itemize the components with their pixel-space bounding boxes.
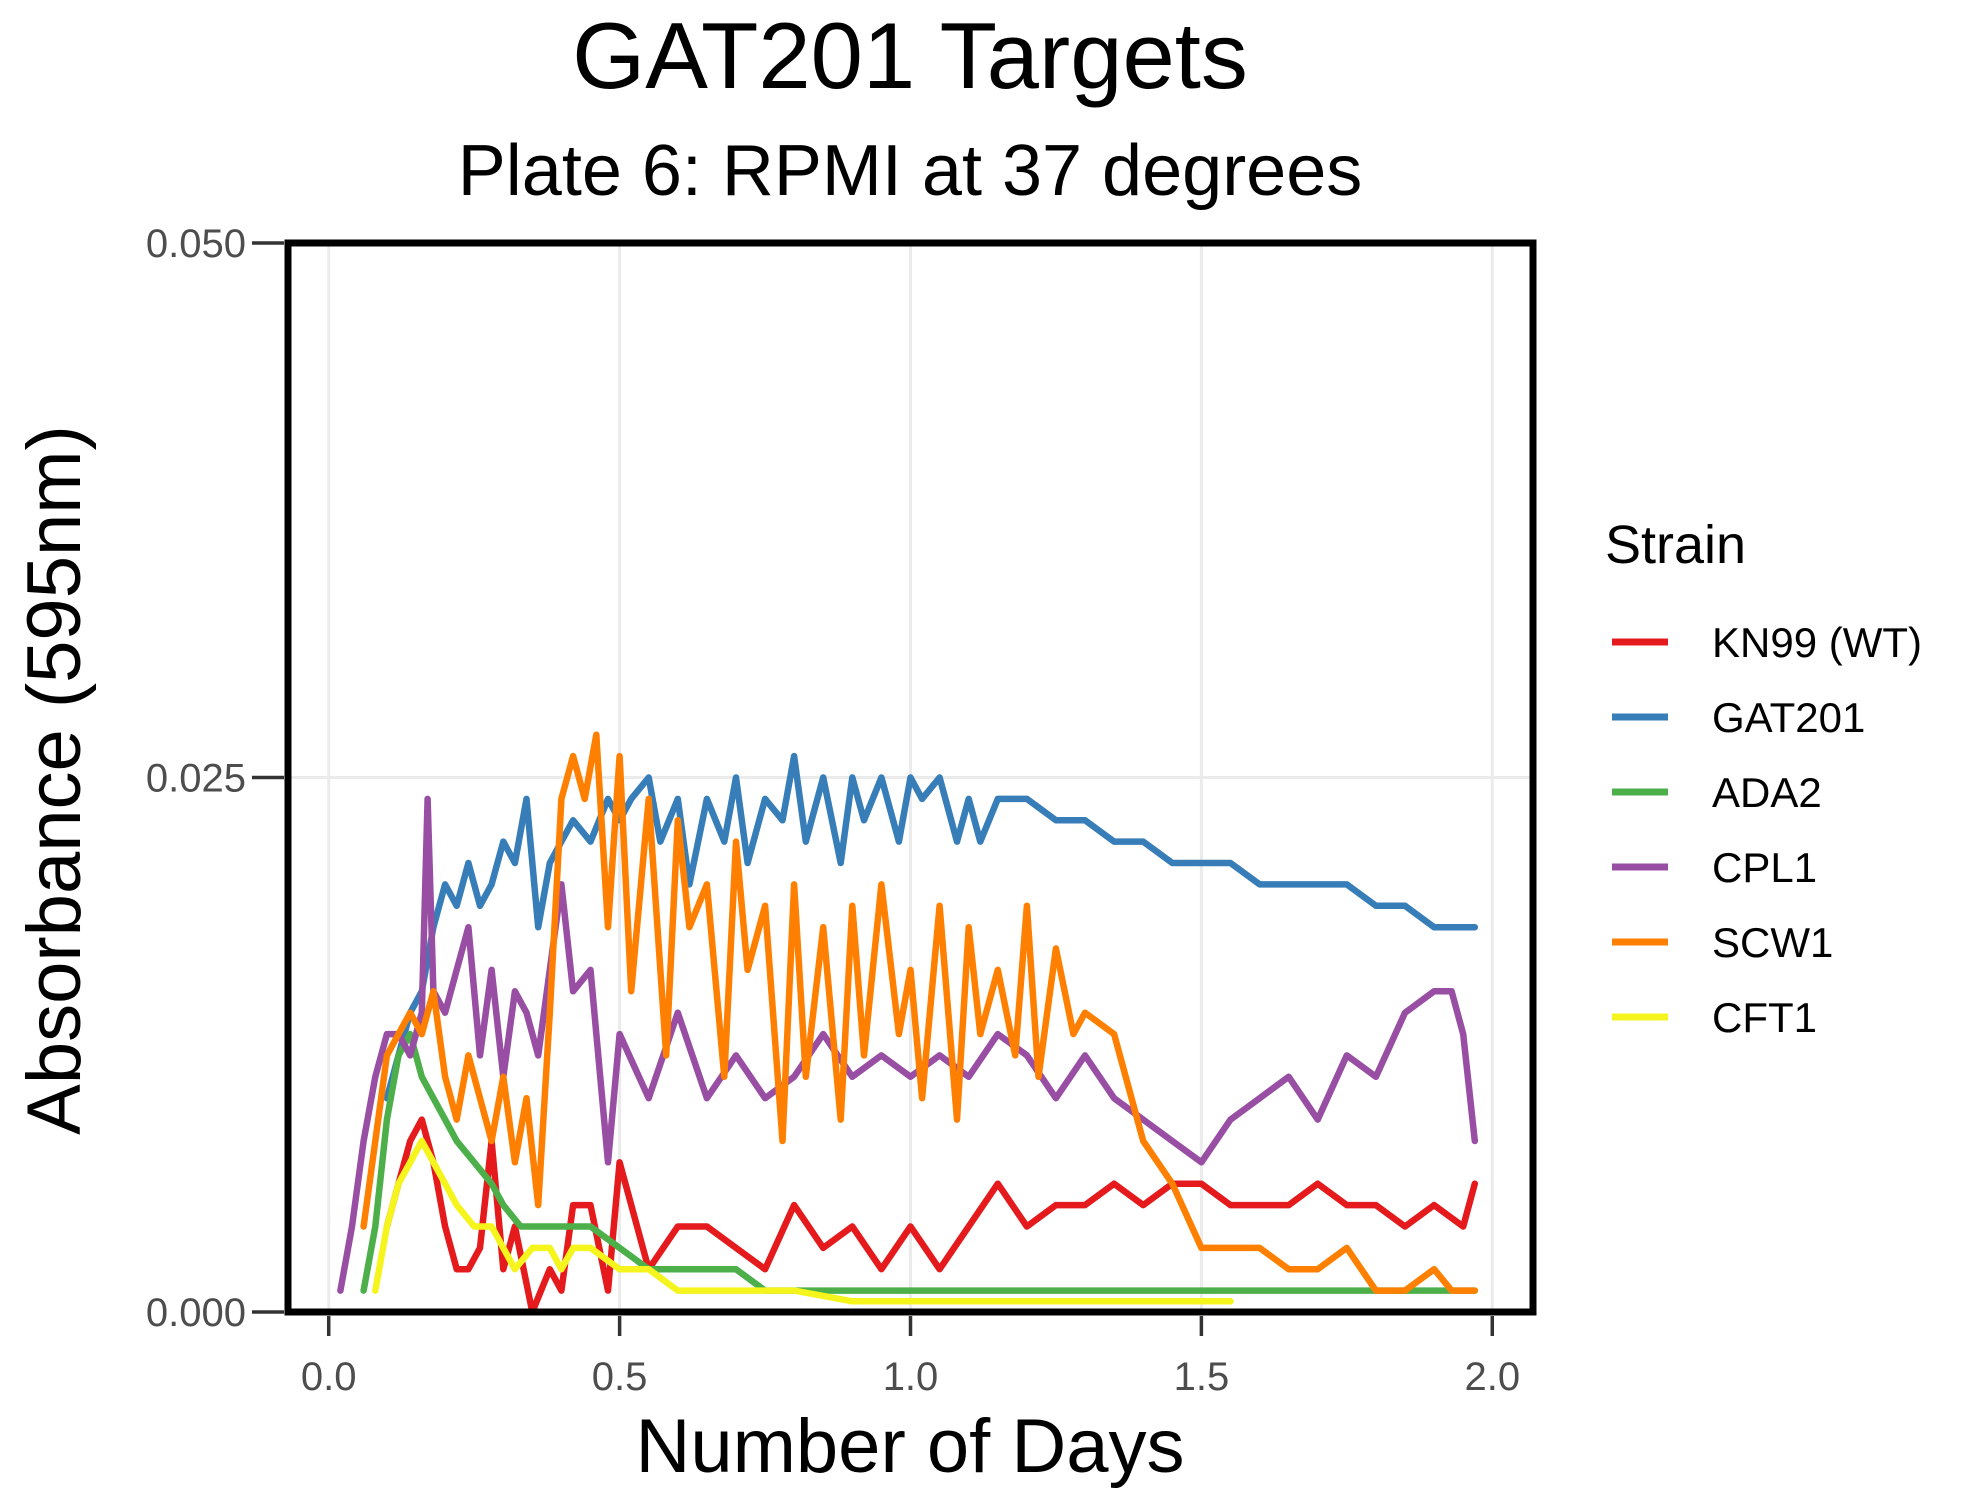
- series-line-kn99-wt: [383, 1116, 1479, 1316]
- legend-label: GAT201: [1712, 694, 1865, 741]
- y-tick-label: 0.025: [146, 757, 246, 801]
- series-layer: [337, 731, 1479, 1316]
- chart-title: GAT201 Targets: [572, 3, 1248, 108]
- legend-label: ADA2: [1712, 769, 1822, 816]
- x-axis: 0.0 0.5 1.0 1.5 2.0: [301, 1316, 1520, 1399]
- x-axis-title: Number of Days: [635, 1404, 1184, 1489]
- legend-label: SCW1: [1712, 919, 1833, 966]
- plot-panel: [284, 239, 1537, 1316]
- y-axis: 0.000 0.025 0.050: [146, 222, 284, 1335]
- legend-label: CFT1: [1712, 994, 1817, 1041]
- series-line-scw1: [360, 731, 1479, 1294]
- series-line-gat201: [383, 752, 1479, 1102]
- y-axis-title: Absorbance (595nm): [12, 425, 97, 1135]
- y-tick-label: 0.050: [146, 222, 246, 266]
- x-tick-label: 1.0: [883, 1355, 939, 1399]
- legend: Strain KN99 (WT) GAT201 ADA2 CPL1 SCW1 CFT1: [1605, 515, 1922, 1041]
- x-tick-label: 0.5: [592, 1355, 648, 1399]
- x-tick-label: 0.0: [301, 1355, 357, 1399]
- series-line-ada2: [360, 1030, 1479, 1294]
- x-tick-label: 1.5: [1174, 1355, 1230, 1399]
- y-tick-label: 0.000: [146, 1291, 246, 1335]
- legend-label: CPL1: [1712, 844, 1817, 891]
- legend-label: KN99 (WT): [1712, 619, 1922, 666]
- legend-title: Strain: [1605, 515, 1746, 575]
- series-line-cft1: [372, 1137, 1234, 1305]
- chart-subtitle: Plate 6: RPMI at 37 degrees: [458, 131, 1363, 211]
- x-tick-label: 2.0: [1464, 1355, 1520, 1399]
